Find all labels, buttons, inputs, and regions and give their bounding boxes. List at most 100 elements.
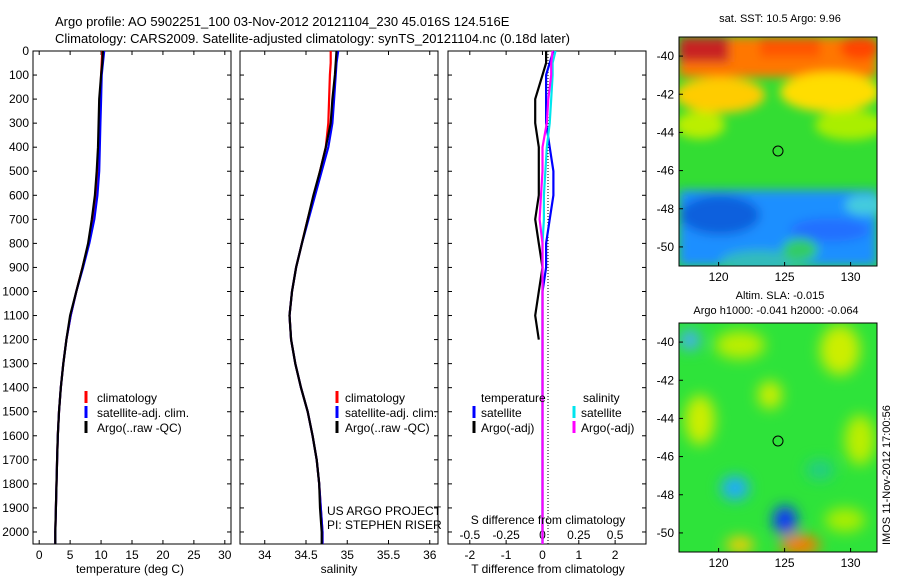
lon-tick-label: 130 <box>841 556 861 570</box>
depth-tick-label: 0 <box>22 44 29 58</box>
lat-tick-label: -40 <box>657 49 675 63</box>
x-tick-label: 36 <box>423 548 437 562</box>
salinity-panel: 34 34.5 35 35.5 36 salinity climatology sate… <box>239 50 442 576</box>
depth-axis: 0 100 200 300 400 500 600 700 800 900 1000 1100 1200… <box>2 44 231 539</box>
sla-map-title: Altim. SLA: -0.015 <box>736 290 825 302</box>
x-tick-label: 5 <box>67 548 74 562</box>
sst-lat-axis: -40 -42 -44 -46 -48 -50 <box>657 49 683 254</box>
lat-tick-label: -44 <box>657 411 675 425</box>
sla-lat-axis: -40 -42 -44 -46 -48 -50 <box>657 335 683 540</box>
x-tick-label: 34 <box>258 548 272 562</box>
sst-lon-axis: 120 125 130 <box>709 262 861 284</box>
lon-tick-label: 125 <box>775 556 795 570</box>
difference-panel: -2 -1 0 1 2 -0.5 -0.25 0 0.25 0.5 T difference f… <box>447 50 647 576</box>
x-tick-label: 1 <box>575 548 582 562</box>
credit-pi: PI: STEPHEN RISER <box>327 518 442 532</box>
depth-tick-label: 400 <box>9 140 29 154</box>
lat-tick-label: -42 <box>657 373 675 387</box>
legend-label-argo: Argo(..raw -QC) <box>345 421 430 435</box>
sst-map-title: sat. SST: 10.5 Argo: 9.96 <box>719 13 841 25</box>
depth-tick-label: 1600 <box>2 429 29 443</box>
x-tick-label: 15 <box>125 548 139 562</box>
lat-tick-label: -50 <box>657 526 675 540</box>
temperature-xlabel: temperature (deg C) <box>76 562 184 576</box>
sla-field <box>679 323 877 552</box>
profile-line-argo-raw-qc <box>54 50 104 544</box>
sst-map-frame <box>678 36 878 267</box>
difference-profiles <box>534 50 557 544</box>
x-tick-label: 34.5 <box>294 548 318 562</box>
depth-tick-label: 1500 <box>2 405 29 419</box>
salinity-profiles <box>288 50 340 544</box>
x-tick-label: 20 <box>156 548 170 562</box>
depth-tick-label: 1400 <box>2 381 29 395</box>
sst-field <box>679 37 877 266</box>
salinity-plot-frame <box>239 50 439 545</box>
salinity-diff-tick-label: -0.5 <box>459 528 480 542</box>
legend-label-climatology: climatology <box>97 391 157 405</box>
sla-map: Altim. SLA: -0.015 Argo h1000: -0.041 h2… <box>657 290 878 570</box>
depth-tick-label: 500 <box>9 164 29 178</box>
legend-label-satellite-adj: satellite-adj. clim. <box>97 406 189 420</box>
sla-map-subtitle: Argo h1000: -0.041 h2000: -0.064 <box>693 305 858 317</box>
legend-label-sal-argo: Argo(-adj) <box>581 421 634 435</box>
profile-line-temperature-argo-adj <box>534 51 548 340</box>
argo-float-marker <box>772 145 784 157</box>
lon-tick-label: 120 <box>709 556 729 570</box>
legend-label-argo: Argo(..raw -QC) <box>97 421 182 435</box>
x-tick-label: 25 <box>187 548 201 562</box>
profile-line-salinity-argo-adj <box>538 50 554 544</box>
argo-float-marker <box>772 435 784 447</box>
difference-y-axis <box>448 50 646 533</box>
lat-tick-label: -46 <box>657 450 675 464</box>
render-timestamp: IMOS 11-Nov-2012 17:00:56 <box>881 405 893 545</box>
temperature-profiles <box>54 50 106 544</box>
x-tick-label: 35 <box>341 548 355 562</box>
difference-top-xlabel: S difference from climatology <box>471 513 626 527</box>
lat-tick-label: -44 <box>657 125 675 139</box>
salinity-x-axis: 34 34.5 35 35.5 36 <box>258 51 437 562</box>
salinity-xlabel: salinity <box>321 562 358 576</box>
lon-tick-label: 130 <box>841 270 861 284</box>
x-tick-label: 10 <box>94 548 108 562</box>
lat-tick-label: -50 <box>657 240 675 254</box>
depth-tick-label: 600 <box>9 188 29 202</box>
lon-tick-label: 125 <box>775 270 795 284</box>
sla-lon-axis: 120 125 130 <box>709 548 861 570</box>
difference-xlabel: T difference from climatology <box>471 562 625 576</box>
x-tick-label: 0 <box>36 548 43 562</box>
salinity-diff-tick-label: 0.5 <box>607 528 624 542</box>
salinity-legend: climatology satellite-adj. clim. Argo(..… <box>335 391 437 435</box>
legend-label-climatology: climatology <box>345 391 405 405</box>
salinity-diff-tick-label: 0.25 <box>567 528 591 542</box>
salinity-diff-tick-label: -0.25 <box>492 528 520 542</box>
depth-tick-label: 700 <box>9 212 29 226</box>
depth-tick-label: 200 <box>9 92 29 106</box>
x-tick-label: 30 <box>218 548 232 562</box>
lat-tick-label: -46 <box>657 164 675 178</box>
temperature-legend: climatology satellite-adj. clim. Argo(..… <box>84 391 189 435</box>
x-tick-label: 35.5 <box>377 548 401 562</box>
sst-map: sat. SST: 10.5 Argo: 9.96 -40 <box>657 13 878 284</box>
salinity-y-axis <box>240 50 438 533</box>
lon-tick-label: 120 <box>709 270 729 284</box>
x-tick-label: -1 <box>501 548 512 562</box>
temperature-x-axis: 0 5 10 15 20 25 30 <box>36 51 232 562</box>
depth-tick-label: 1200 <box>2 333 29 347</box>
figure-title-line2: Climatology: CARS2009. Satellite-adjuste… <box>55 31 570 46</box>
lat-tick-label: -48 <box>657 202 675 216</box>
depth-tick-label: 2000 <box>2 525 29 539</box>
legend-label-satellite-adj: satellite-adj. clim. <box>345 406 437 420</box>
sla-map-frame <box>678 322 878 553</box>
lat-tick-label: -48 <box>657 488 675 502</box>
figure-title-line1: Argo profile: AO 5902251_100 03-Nov-2012… <box>55 14 510 29</box>
legend-label-temp-argo: Argo(-adj) <box>481 421 534 435</box>
legend-label-sal-satellite: satellite <box>581 406 622 420</box>
x-tick-label: 0 <box>539 548 546 562</box>
depth-tick-label: 100 <box>9 68 29 82</box>
depth-tick-label: 1700 <box>2 453 29 467</box>
depth-tick-label: 800 <box>9 236 29 250</box>
depth-tick-label: 1100 <box>3 309 29 323</box>
temperature-panel: 0100200300400500600700800900100011001200… <box>2 44 232 576</box>
